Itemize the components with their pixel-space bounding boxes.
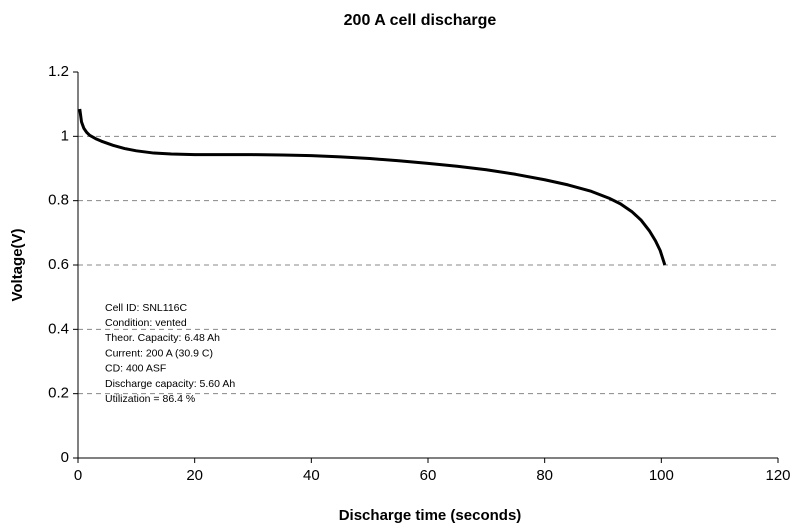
annotation: Discharge capacity: 5.60 Ah [105,378,235,390]
x-tick-label: 60 [420,467,437,484]
y-tick-label: 0.4 [48,320,69,337]
x-axis-label: Discharge time (seconds) [339,507,522,524]
annotation: Condition: vented [105,317,187,329]
y-axis-label: Voltage(V) [9,228,26,301]
annotation: Utilization = 86.4 % [105,393,195,405]
annotation: Theor. Capacity: 6.48 Ah [105,332,220,344]
y-tick-label: 1 [61,127,69,144]
y-tick-label: 1.2 [48,63,69,80]
y-tick-label: 0.8 [48,192,69,209]
annotation: CD: 400 ASF [105,363,166,375]
y-tick-label: 0.6 [48,256,69,273]
y-tick-label: 0 [61,449,69,466]
x-tick-label: 20 [186,467,203,484]
y-tick-label: 0.2 [48,385,69,402]
data-line [78,108,667,266]
x-tick-label: 120 [765,467,790,484]
chart-title: 200 A cell discharge [344,12,497,29]
x-tick-label: 0 [74,467,82,484]
x-tick-label: 100 [649,467,674,484]
annotation: Cell ID: SNL116C [105,302,188,314]
annotation: Current: 200 A (30.9 C) [105,347,213,359]
x-tick-label: 40 [303,467,320,484]
x-tick-label: 80 [536,467,553,484]
